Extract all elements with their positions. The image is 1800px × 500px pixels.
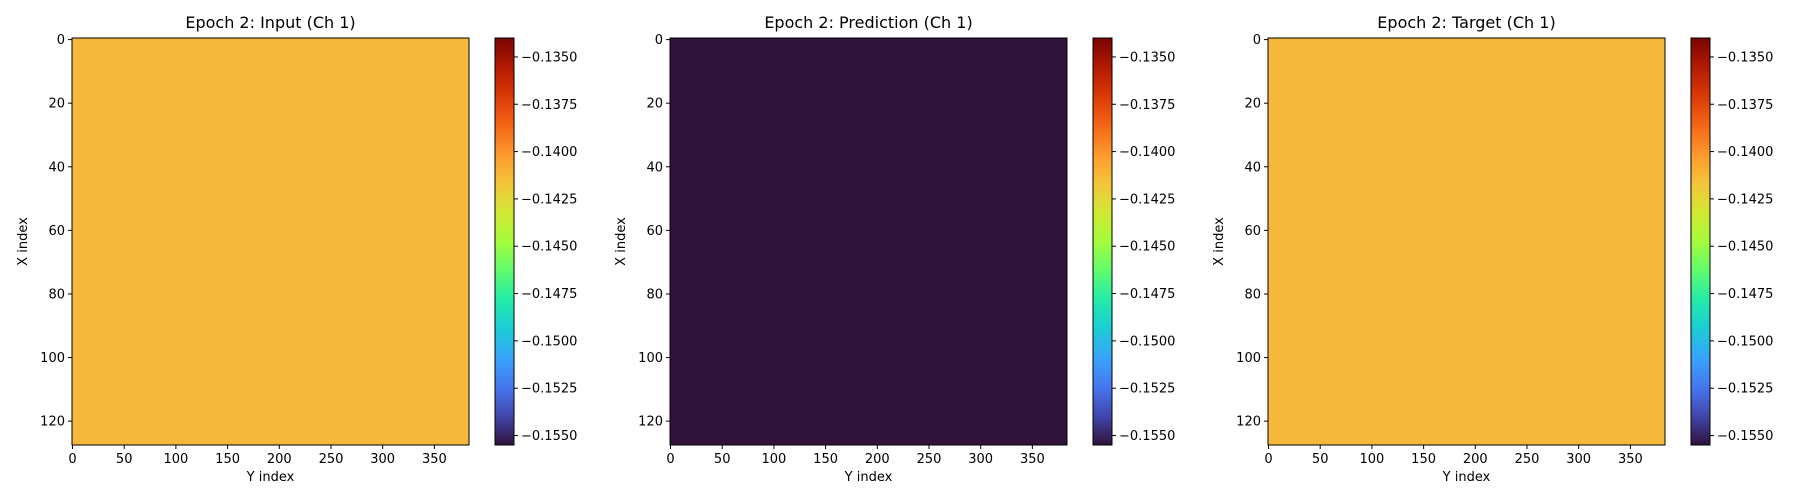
colorbar-tick-label: −0.1550 [1717, 429, 1773, 444]
colorbar-tick-label: −0.1400 [1717, 145, 1773, 160]
x-tick-label: 350 [422, 452, 447, 467]
colorbar-gradient [494, 37, 515, 446]
x-tick-label: 250 [1515, 452, 1540, 467]
colorbar-tick-label: −0.1475 [1717, 287, 1773, 302]
colorbar-tick-label: −0.1450 [1717, 240, 1773, 255]
x-tick-label: 250 [917, 452, 942, 467]
x-tick-label: 0 [68, 452, 76, 467]
colorbar-tick-label: −0.1425 [521, 192, 577, 207]
colorbar-tick-label: −0.1500 [521, 334, 577, 349]
colorbar-tick-label: −0.1550 [1119, 429, 1175, 444]
colorbar-tick-label: −0.1500 [1119, 334, 1175, 349]
x-tick-label: 150 [215, 452, 240, 467]
colorbar-tick-label: −0.1550 [521, 429, 577, 444]
y-tick-label: 0 [57, 33, 65, 48]
x-tick-label: 50 [1312, 452, 1329, 467]
y-tick-label: 120 [1236, 415, 1261, 430]
x-axis-label: Y index [844, 470, 893, 485]
y-axis-label: X index [1212, 217, 1227, 266]
y-tick-label: 40 [646, 160, 663, 175]
colorbar-tick-label: −0.1350 [1119, 50, 1175, 65]
colorbar-tick-label: −0.1375 [521, 98, 577, 113]
x-tick-label: 200 [267, 452, 292, 467]
x-tick-label: 50 [714, 452, 731, 467]
x-tick-label: 350 [1618, 452, 1643, 467]
x-tick-label: 0 [1264, 452, 1272, 467]
y-tick-label: 120 [638, 415, 663, 430]
colorbar-tick-label: −0.1525 [1717, 382, 1773, 397]
colorbar: −0.1350 −0.1375 −0.1400 −0.1425 −0.1450 −0.14… [1690, 37, 1773, 446]
chart-title: Epoch 2: Prediction (Ch 1) [764, 13, 972, 32]
colorbar-tick-label: −0.1400 [521, 145, 577, 160]
y-tick-label: 40 [1244, 160, 1261, 175]
colorbar-tick-label: −0.1400 [1119, 145, 1175, 160]
y-tick-label: 20 [1244, 97, 1261, 112]
colorbar: −0.1350 −0.1375 −0.1400 −0.1425 −0.1450 −0.14… [1092, 37, 1175, 446]
y-tick-label: 80 [48, 287, 65, 302]
y-tick-label: 60 [1244, 224, 1261, 239]
x-axis-label: Y index [1442, 470, 1491, 485]
x-tick-label: 300 [1566, 452, 1591, 467]
x-tick-label: 150 [1411, 452, 1436, 467]
y-tick-label: 0 [1253, 33, 1261, 48]
colorbar-tick-label: −0.1450 [1119, 240, 1175, 255]
x-tick-label: 300 [968, 452, 993, 467]
axes-frame [71, 37, 470, 446]
y-tick-label: 80 [1244, 287, 1261, 302]
heatmap-image [670, 38, 1067, 445]
y-tick-label: 60 [48, 224, 65, 239]
colorbar-tick-label: −0.1375 [1119, 98, 1175, 113]
x-tick-label: 250 [319, 452, 344, 467]
colorbar-gradient [1690, 37, 1711, 446]
colorbar-tick-label: −0.1350 [521, 50, 577, 65]
x-tick-label: 0 [666, 452, 674, 467]
colorbar-gradient [1092, 37, 1113, 446]
y-tick-label: 60 [646, 224, 663, 239]
colorbar-tick-label: −0.1500 [1717, 334, 1773, 349]
x-tick-label: 50 [116, 452, 133, 467]
colorbar-tick-label: −0.1450 [521, 240, 577, 255]
y-tick-label: 120 [40, 415, 65, 430]
chart-title: Epoch 2: Input (Ch 1) [185, 13, 355, 32]
x-tick-label: 150 [813, 452, 838, 467]
y-tick-label: 20 [48, 97, 65, 112]
x-tick-label: 100 [761, 452, 786, 467]
axes-frame [669, 37, 1068, 446]
y-axis-label: X index [16, 217, 31, 266]
colorbar-tick-label: −0.1425 [1119, 192, 1175, 207]
colorbar-tick-label: −0.1475 [1119, 287, 1175, 302]
colorbar-tick-label: −0.1525 [521, 382, 577, 397]
chart-title: Epoch 2: Target (Ch 1) [1377, 13, 1555, 32]
x-tick-label: 200 [1463, 452, 1488, 467]
y-tick-label: 0 [655, 33, 663, 48]
y-tick-label: 80 [646, 287, 663, 302]
panel-2: 0 50 100 150 200 250 300 350 0 20 40 60 80 100 120 Epoc… [614, 13, 1175, 485]
x-tick-label: 100 [1359, 452, 1384, 467]
colorbar-tick-label: −0.1475 [521, 287, 577, 302]
heatmap-image [72, 38, 469, 445]
x-tick-label: 100 [163, 452, 188, 467]
colorbar: −0.1350 −0.1375 −0.1400 −0.1425 −0.1450 −0.14… [494, 37, 577, 446]
x-tick-label: 350 [1020, 452, 1045, 467]
y-tick-label: 40 [48, 160, 65, 175]
heatmap-image [1268, 38, 1665, 445]
colorbar-tick-label: −0.1375 [1717, 98, 1773, 113]
x-tick-label: 200 [865, 452, 890, 467]
y-axis-label: X index [614, 217, 629, 266]
y-tick-label: 20 [646, 97, 663, 112]
y-tick-label: 100 [40, 351, 65, 366]
panel-1: 0 50 100 150 200 250 300 350 0 20 40 60 80 100 120 Epoc… [16, 13, 577, 485]
panel-3: 0 50 100 150 200 250 300 350 0 20 40 60 80 100 120 Epoc… [1212, 13, 1773, 485]
colorbar-tick-label: −0.1350 [1717, 50, 1773, 65]
x-axis-label: Y index [246, 470, 295, 485]
axes-frame [1267, 37, 1666, 446]
colorbar-tick-label: −0.1525 [1119, 382, 1175, 397]
y-tick-label: 100 [638, 351, 663, 366]
y-tick-label: 100 [1236, 351, 1261, 366]
colorbar-tick-label: −0.1425 [1717, 192, 1773, 207]
x-tick-label: 300 [370, 452, 395, 467]
